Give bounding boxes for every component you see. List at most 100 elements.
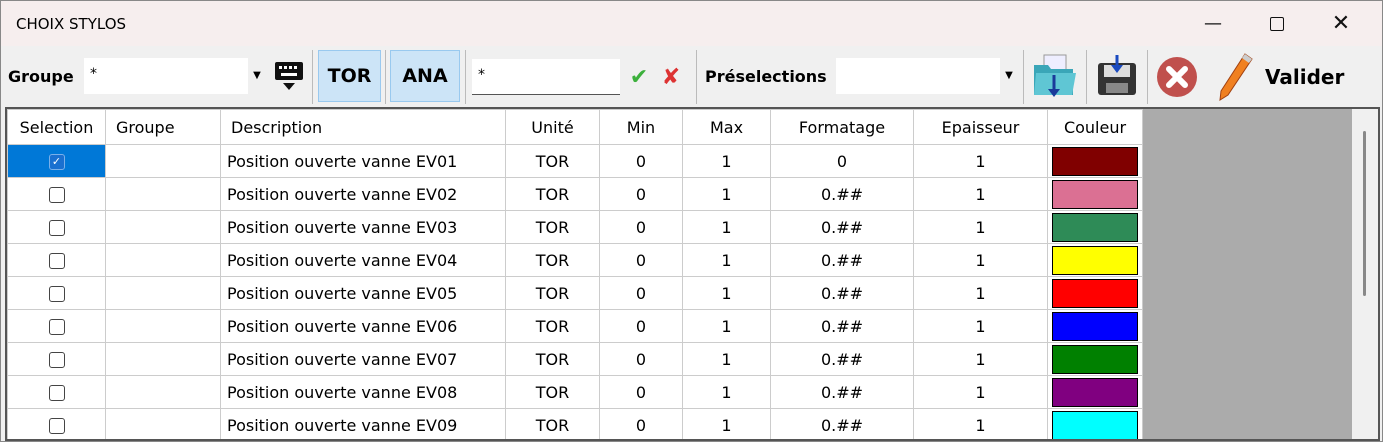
formatage-cell: 0.## [770, 276, 914, 310]
couleur-cell[interactable] [1047, 375, 1143, 409]
toolbar: Groupe * ▼ TOR ANA * ✔ ✘ Préselections ▼ … [1, 46, 1382, 107]
groupe-cell [105, 342, 221, 376]
scrollbar-thumb[interactable] [1363, 131, 1366, 296]
keyboard-button[interactable] [271, 58, 307, 94]
selection-cell[interactable] [7, 276, 106, 310]
couleur-cell[interactable] [1047, 210, 1143, 244]
couleur-cell[interactable] [1047, 342, 1143, 376]
description-cell: Position ouverte vanne EV03 [220, 210, 506, 244]
table-row[interactable]: Position ouverte vanne EV06 TOR 0 1 0.##… [7, 309, 1143, 343]
close-button[interactable]: ✕ [1309, 1, 1373, 46]
selection-checkbox[interactable] [48, 253, 65, 269]
couleur-cell[interactable] [1047, 243, 1143, 277]
color-swatch[interactable] [1052, 212, 1138, 242]
maximize-button[interactable] [1245, 1, 1309, 46]
description-cell: Position ouverte vanne EV06 [220, 309, 506, 343]
couleur-cell[interactable] [1047, 408, 1143, 439]
selection-checkbox[interactable] [48, 418, 65, 434]
column-header[interactable]: Description [220, 109, 506, 145]
selection-checkbox[interactable] [48, 319, 65, 335]
color-swatch[interactable] [1052, 245, 1138, 275]
save-preselection-button[interactable] [1091, 50, 1143, 102]
tor-button[interactable]: TOR [318, 50, 381, 102]
color-swatch[interactable] [1052, 311, 1138, 341]
preselections-combo[interactable]: ▼ [836, 58, 1018, 94]
unite-cell: TOR [505, 177, 600, 211]
description-cell: Position ouverte vanne EV02 [220, 177, 506, 211]
max-cell: 1 [682, 177, 771, 211]
selection-cell[interactable] [7, 342, 106, 376]
color-swatch[interactable] [1052, 278, 1138, 308]
couleur-cell[interactable] [1047, 276, 1143, 310]
vertical-scrollbar[interactable] [1352, 109, 1378, 439]
selection-cell[interactable] [7, 243, 106, 277]
save-disk-icon [1098, 55, 1136, 95]
column-header[interactable]: Groupe [105, 109, 221, 145]
pencil-icon [1219, 53, 1253, 101]
table-row[interactable]: Position ouverte vanne EV07 TOR 0 1 0.##… [7, 342, 1143, 376]
epaisseur-cell: 1 [913, 144, 1048, 178]
validate-button[interactable]: Valider [1211, 50, 1361, 102]
min-cell: 0 [599, 144, 683, 178]
column-header[interactable]: Couleur [1047, 109, 1143, 145]
clear-filter-button[interactable]: ✘ [657, 64, 685, 90]
selection-cell[interactable] [7, 309, 106, 343]
table-row[interactable]: Position ouverte vanne EV08 TOR 0 1 0.##… [7, 375, 1143, 409]
selection-checkbox[interactable] [48, 352, 65, 368]
selection-cell[interactable] [7, 375, 106, 409]
table-row[interactable]: ✓ Position ouverte vanne EV01 TOR 0 1 0 … [7, 144, 1143, 178]
max-cell: 1 [682, 243, 771, 277]
min-cell: 0 [599, 342, 683, 376]
selection-cell[interactable] [7, 408, 106, 439]
minimize-button[interactable]: — [1181, 1, 1245, 46]
column-header[interactable]: Max [682, 109, 771, 145]
selection-checkbox[interactable] [48, 187, 65, 203]
cancel-button[interactable] [1153, 54, 1201, 100]
color-swatch[interactable] [1052, 377, 1138, 407]
groupe-cell [105, 309, 221, 343]
unite-cell: TOR [505, 243, 600, 277]
chevron-down-icon: ▼ [1000, 58, 1018, 94]
table-row[interactable]: Position ouverte vanne EV02 TOR 0 1 0.##… [7, 177, 1143, 211]
color-swatch[interactable] [1052, 146, 1138, 176]
groupe-cell [105, 177, 221, 211]
selection-cell[interactable] [7, 177, 106, 211]
table-row[interactable]: Position ouverte vanne EV04 TOR 0 1 0.##… [7, 243, 1143, 277]
open-preselection-button[interactable] [1028, 50, 1082, 102]
couleur-cell[interactable] [1047, 177, 1143, 211]
window-title: CHOIX STYLOS [16, 15, 127, 33]
title-bar: CHOIX STYLOS — ✕ [1, 1, 1382, 46]
couleur-cell[interactable] [1047, 309, 1143, 343]
color-swatch[interactable] [1052, 410, 1138, 439]
max-cell: 1 [682, 144, 771, 178]
table-row[interactable]: Position ouverte vanne EV09 TOR 0 1 0.##… [7, 408, 1143, 439]
apply-filter-button[interactable]: ✔ [625, 64, 653, 90]
column-header[interactable]: Formatage [770, 109, 914, 145]
groupe-cell [105, 375, 221, 409]
close-icon: ✕ [1331, 11, 1351, 36]
column-header[interactable]: Epaisseur [913, 109, 1048, 145]
description-cell: Position ouverte vanne EV09 [220, 408, 506, 439]
selection-checkbox[interactable] [48, 286, 65, 302]
selection-cell[interactable]: ✓ [7, 144, 106, 178]
groupe-combo[interactable]: * ▼ [84, 58, 266, 94]
separator [1086, 50, 1087, 104]
couleur-cell[interactable] [1047, 144, 1143, 178]
cross-icon: ✘ [661, 64, 681, 90]
table-row[interactable]: Position ouverte vanne EV05 TOR 0 1 0.##… [7, 276, 1143, 310]
filter-input[interactable]: * [472, 59, 620, 95]
color-swatch[interactable] [1052, 344, 1138, 374]
column-header[interactable]: Unité [505, 109, 600, 145]
unite-cell: TOR [505, 309, 600, 343]
selection-cell[interactable] [7, 210, 106, 244]
column-header[interactable]: Min [599, 109, 683, 145]
table-row[interactable]: Position ouverte vanne EV03 TOR 0 1 0.##… [7, 210, 1143, 244]
unite-cell: TOR [505, 276, 600, 310]
color-swatch[interactable] [1052, 179, 1138, 209]
ana-button[interactable]: ANA [390, 50, 460, 102]
selection-checkbox[interactable]: ✓ [48, 154, 65, 170]
selection-checkbox[interactable] [48, 220, 65, 236]
selection-checkbox[interactable] [48, 385, 65, 401]
column-header[interactable]: Selection [7, 109, 106, 145]
